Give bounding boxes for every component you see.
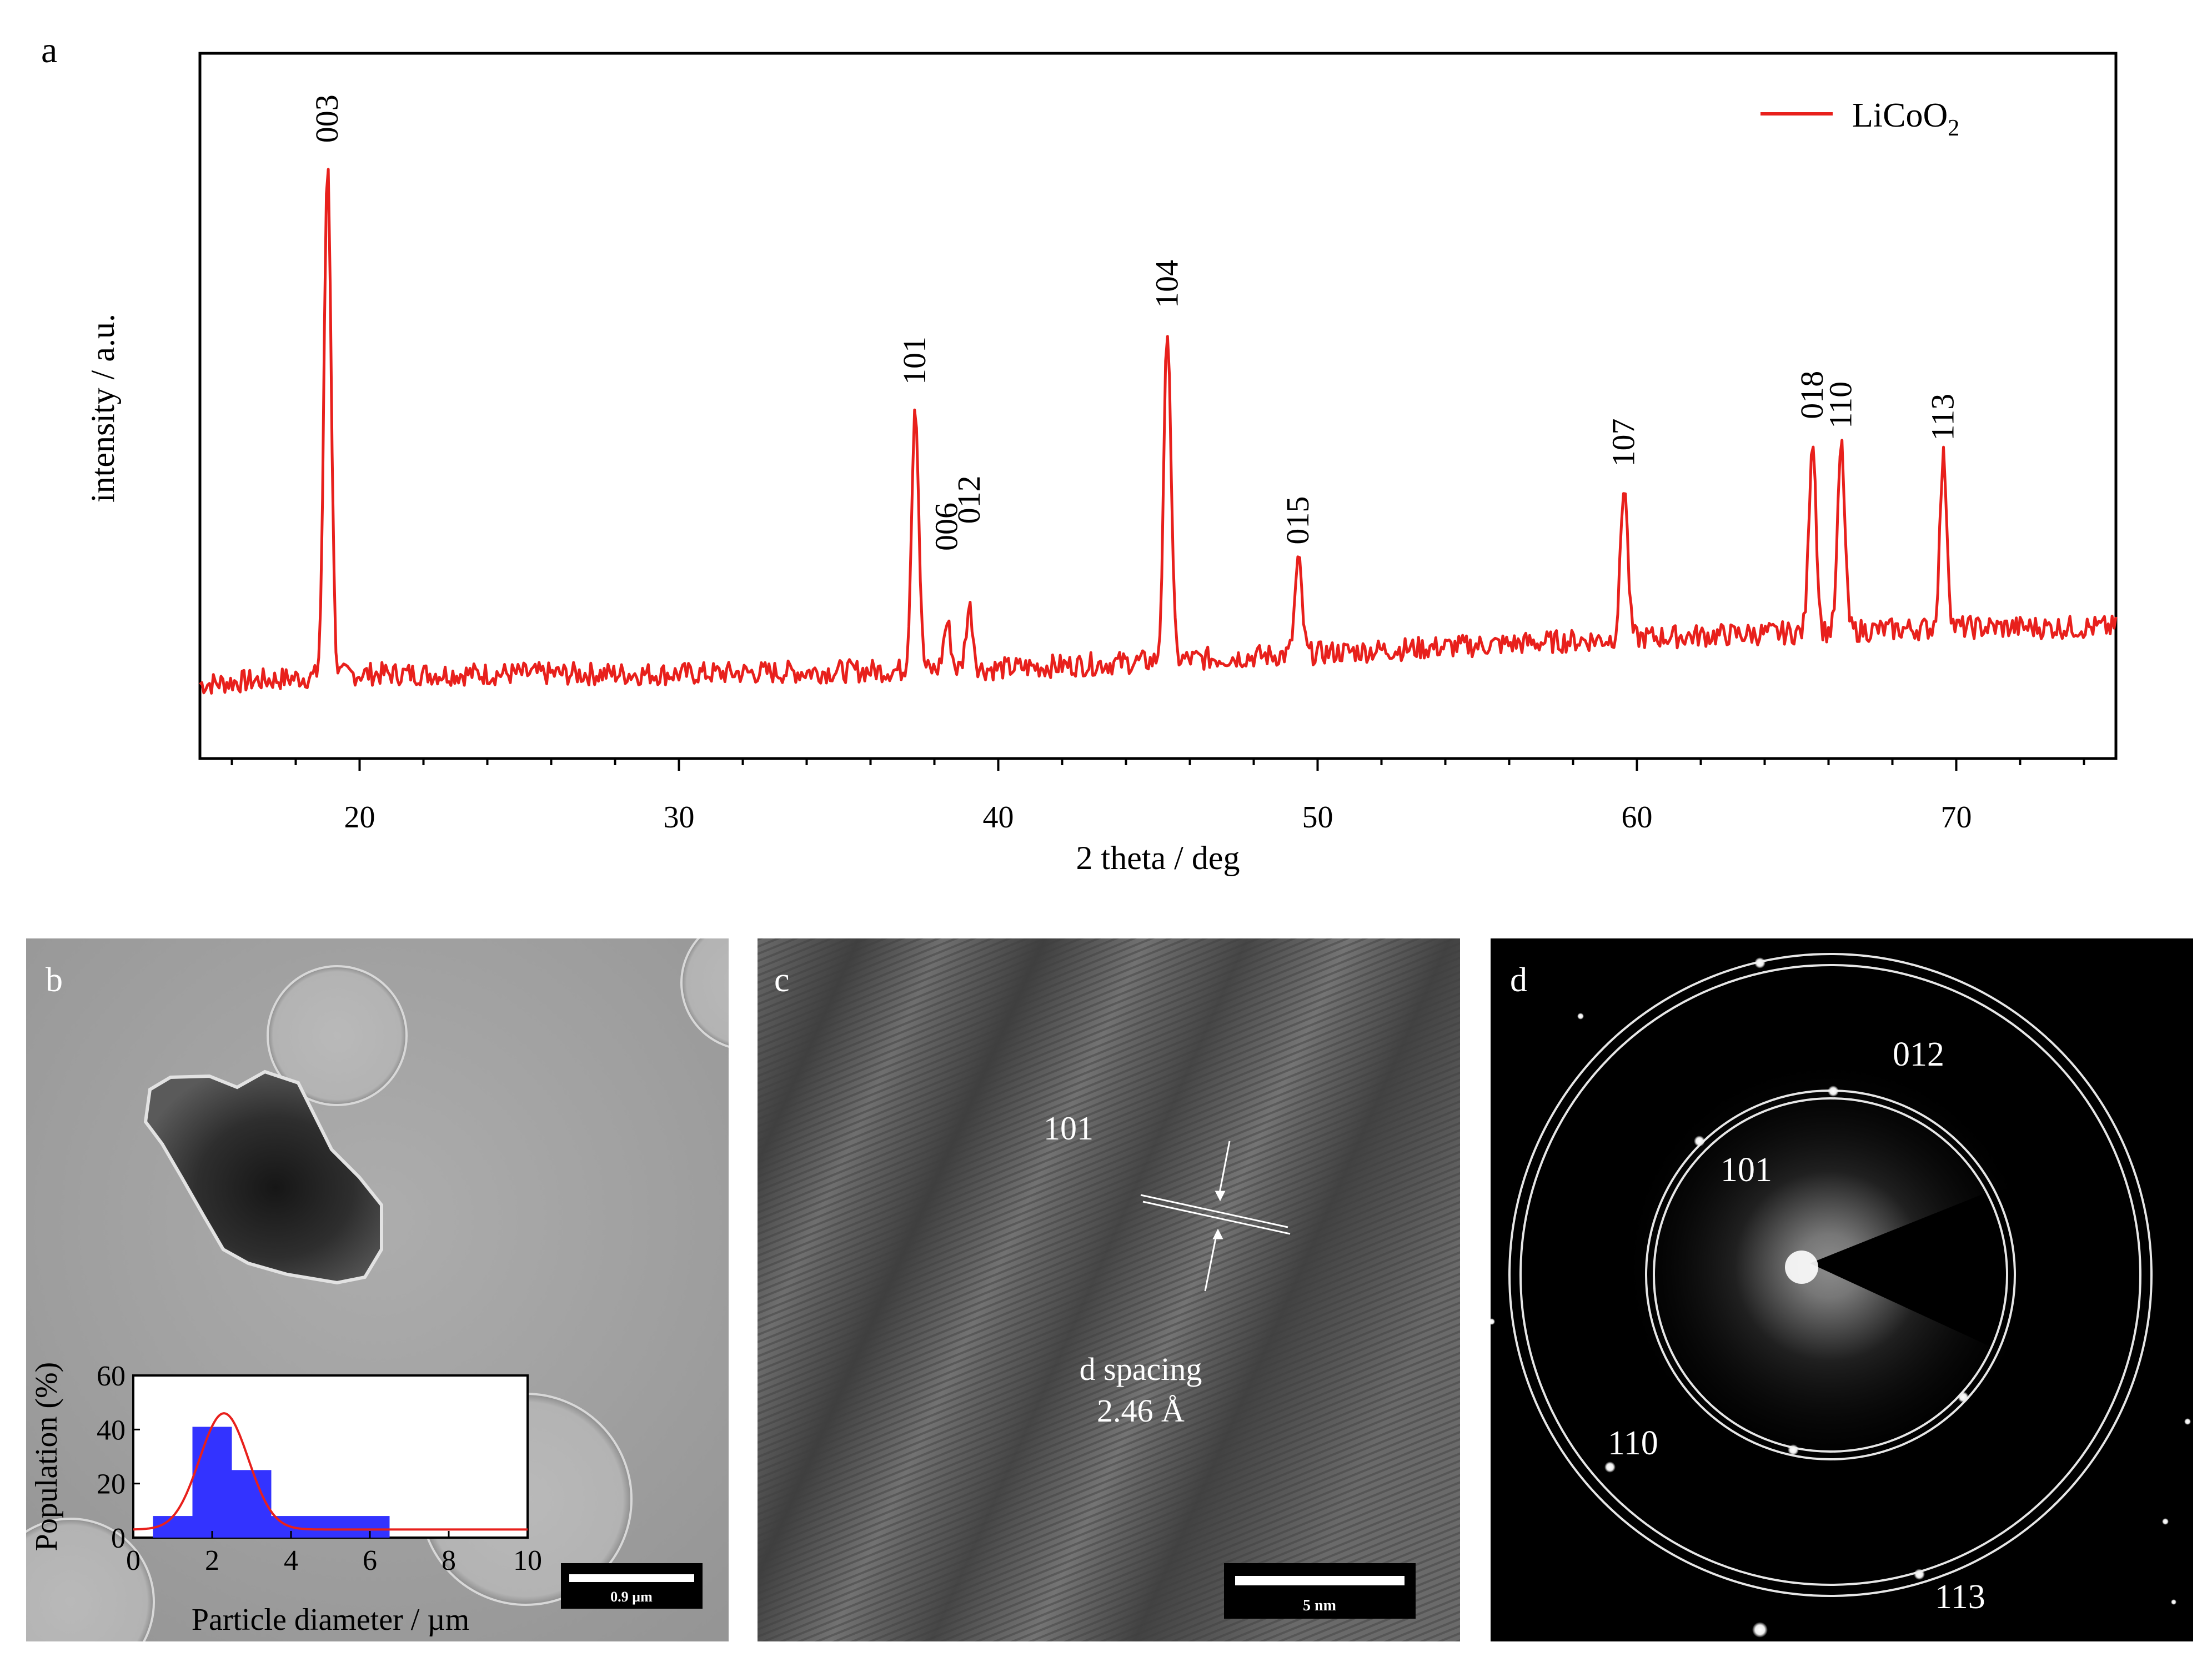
beam-stop <box>1810 1172 2193 1347</box>
histogram-y-tick-label: 0 <box>111 1523 126 1554</box>
xrd-panel: a 20 30 40 50 60 70 2 theta / deg intensity /… <box>41 30 2118 876</box>
histogram-y-tick-label: 60 <box>97 1360 126 1392</box>
carbon-film-hole <box>26 1518 155 1641</box>
hrtem-panel: c 101 d spacing 2.46 Å 5 nm <box>758 938 1460 1641</box>
xrd-peak-label-015: 015 <box>1280 496 1316 545</box>
histogram-y-tick-label: 20 <box>97 1469 126 1500</box>
panel-label-a: a <box>41 30 57 71</box>
ring-label-101: 101 <box>1721 1151 1772 1189</box>
hrtem-image: c 101 d spacing 2.46 Å 5 nm <box>758 938 1460 1641</box>
xrd-peak-label-012: 012 <box>951 475 987 524</box>
histogram-x-tick-label: 2 <box>205 1545 219 1576</box>
histogram-x-tick-label: 0 <box>126 1545 141 1576</box>
xrd-peak-label-018: 018 <box>1794 371 1830 419</box>
xrd-series-line <box>199 168 2118 695</box>
xrd-peak-label-107: 107 <box>1606 419 1642 467</box>
saed-panel: d 012 101 110 113 <box>1491 938 2193 1641</box>
xrd-x-tick-label: 30 <box>664 800 695 835</box>
xrd-peak-label-101: 101 <box>896 337 932 385</box>
lco-particle <box>143 1069 383 1285</box>
lattice-plane-label: 101 <box>1044 1110 1094 1147</box>
d-spacing-marker <box>1140 1141 1291 1292</box>
histogram-y-tick-label: 40 <box>97 1414 126 1446</box>
histogram-bar <box>192 1427 232 1538</box>
scale-bar-box <box>561 1563 703 1609</box>
d-spacing-label: d spacing <box>1080 1351 1202 1387</box>
xrd-x-tick-label: 40 <box>983 800 1014 835</box>
xrd-x-tick-label: 20 <box>344 800 375 835</box>
histogram-y-axis-label: Population (%) <box>29 1362 64 1551</box>
histogram-x-tick-label: 4 <box>284 1545 298 1576</box>
ring-label-110: 110 <box>1608 1424 1658 1462</box>
scale-bar-label: 5 nm <box>1303 1597 1336 1614</box>
xrd-x-axis-label: 2 theta / deg <box>1076 840 1240 876</box>
xrd-peak-label-104: 104 <box>1148 260 1185 308</box>
d-spacing-value: 2.46 Å <box>1097 1393 1185 1429</box>
xrd-chart: a 20 30 40 50 60 70 2 theta / deg intensity /… <box>41 30 2118 876</box>
xrd-y-axis-label: intensity / a.u. <box>84 314 121 503</box>
saed-pattern: d 012 101 110 113 <box>1491 938 2193 1641</box>
histogram-x-tick-label: 6 <box>363 1545 377 1576</box>
xrd-legend: LiCoO2 <box>1760 97 1959 141</box>
scale-bar <box>1235 1576 1405 1585</box>
xrd-legend-label: LiCoO2 <box>1852 97 1959 141</box>
particle-size-histogram: 0 2 4 6 8 10 0 20 40 60 Particle diameter / µm Po… <box>29 1360 542 1637</box>
xrd-peak-label-110: 110 <box>1823 381 1859 429</box>
histogram-bar <box>232 1470 272 1538</box>
ring-label-113: 113 <box>1935 1578 1985 1616</box>
ring-label-012: 012 <box>1893 1036 1944 1073</box>
xrd-x-tick-label: 50 <box>1302 800 1333 835</box>
xrd-peak-label-113: 113 <box>1925 394 1961 441</box>
xrd-peak-label-003: 003 <box>309 94 345 143</box>
panel-label-d: d <box>1510 961 1527 999</box>
xrd-peak-label-006: 006 <box>929 503 965 551</box>
carbon-film-hole <box>680 938 729 1048</box>
tem-particle-image: b 0 2 4 6 8 10 0 20 40 60 Particle diameter / µm … <box>26 938 729 1641</box>
xrd-plot-frame <box>198 52 2118 760</box>
xrd-x-axis: 20 30 40 50 60 70 <box>230 759 2085 835</box>
panel-label-c: c <box>774 961 790 999</box>
panel-label-b: b <box>46 961 63 999</box>
tem-particle-panel: b 0 2 4 6 8 10 0 20 40 60 Particle diameter / µm … <box>26 938 729 1641</box>
scale-bar-box <box>1224 1563 1416 1619</box>
scale-bar-label: 0.9 µm <box>610 1589 653 1605</box>
carbon-film-hole <box>267 965 408 1106</box>
histogram-fit-curve <box>133 1412 528 1531</box>
diffraction-spots <box>1491 957 2191 1638</box>
xrd-x-tick-label: 60 <box>1622 800 1653 835</box>
xrd-x-tick-label: 70 <box>1941 800 1972 835</box>
scale-bar <box>569 1574 694 1582</box>
histogram-x-axis-label: Particle diameter / µm <box>192 1603 469 1637</box>
histogram-x-tick-label: 10 <box>513 1545 542 1576</box>
histogram-x-tick-label: 8 <box>442 1545 456 1576</box>
